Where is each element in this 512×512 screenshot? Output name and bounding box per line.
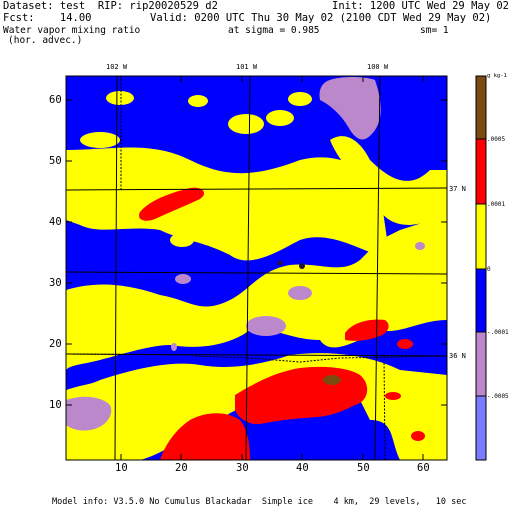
legend-level-label: 0 [487,266,491,273]
purple-regions [66,77,425,431]
contour-fill-layer [66,76,447,460]
legend-swatch-blue [475,268,487,333]
advection-label: (hor. advec.) [8,35,83,46]
legend-level-label: -.0005 [487,393,509,400]
legend-level-label: .0001 [487,201,506,208]
region-brown [323,375,341,385]
x-tick-label: 20 [175,462,188,474]
plot-frame [65,75,448,461]
sigma-level-label: at sigma = 0.985 [228,25,320,36]
y-tick-label: 30 [49,277,62,289]
legend-swatch-brown [475,75,487,140]
longitude-label: 100 W [367,63,389,71]
legend-swatch-yellow [475,203,487,270]
x-tick-label: 40 [296,462,309,474]
dot-marker [299,263,305,269]
dataset-label: Dataset: test RIP: rip20020529 d2 [3,0,218,12]
latitude-label: 36 N [449,352,466,360]
y-tick-label: 60 [49,94,62,106]
init-time-label: Init: 1200 UTC Wed 29 May 02 [332,0,510,12]
y-tick-label: 50 [49,155,62,167]
longitude-label: 102 W [106,63,128,71]
map-grid-lines [66,76,447,460]
model-info-footer: Model info: V3.5.0 No Cumulus Blackadar … [52,497,467,507]
valid-time-label: Valid: 0200 UTC Thu 30 May 02 (2100 CDT … [150,12,492,24]
legend-swatch-purple [475,331,487,397]
y-tick-label: 10 [49,399,62,411]
x-tick-label: 10 [115,462,128,474]
x-tick-label: 50 [357,462,370,474]
legend-level-label: -.0001 [487,329,509,336]
legend-unit-label: g kg-1 [487,73,507,79]
x-tick-label: 30 [236,462,249,474]
legend-swatch-light-blue [475,395,487,461]
forecast-hour-label: Fcst: 14.00 [3,12,92,24]
x-tick-label: 60 [417,462,430,474]
smoothing-label: sm= 1 [420,25,449,36]
y-tick-label: 20 [49,338,62,350]
legend-swatch-red [475,138,487,205]
legend-level-label: .0005 [487,136,506,143]
latitude-label: 37 N [449,185,466,193]
field-name-label: Water vapor mixing ratio [3,25,141,36]
legend-color-bar [475,75,487,461]
y-tick-label: 40 [49,216,62,228]
longitude-label: 101 W [236,63,258,71]
dot-marker [277,260,283,266]
axis-ticks [66,76,447,460]
